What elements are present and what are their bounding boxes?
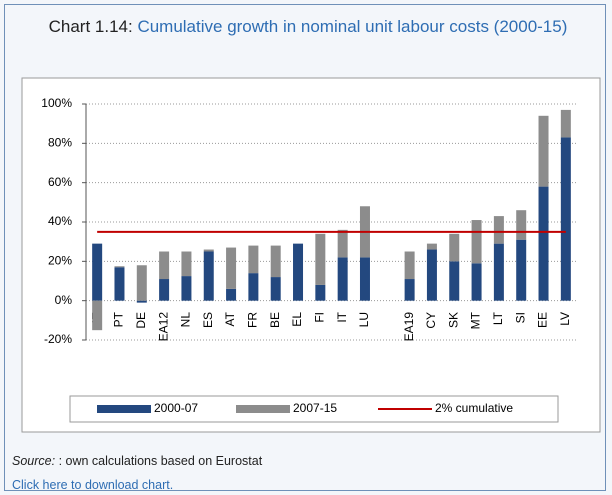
bar xyxy=(270,277,281,301)
source-label: Source: xyxy=(12,454,56,468)
x-tick-label: EL xyxy=(290,312,304,327)
bar xyxy=(538,115,549,187)
bar xyxy=(136,300,147,303)
x-tick-label: EA19 xyxy=(402,312,416,342)
bar xyxy=(359,257,370,301)
bar xyxy=(538,186,549,301)
bar xyxy=(248,245,259,274)
bar xyxy=(181,251,192,277)
bar xyxy=(449,261,460,301)
x-tick-label: CY xyxy=(424,312,438,329)
bar xyxy=(516,239,527,301)
chart-box xyxy=(21,77,601,433)
x-tick-label: AT xyxy=(223,311,237,326)
x-tick-label: EA12 xyxy=(156,312,170,342)
x-tick-label: FI xyxy=(313,312,327,323)
frame xyxy=(4,4,606,491)
bar xyxy=(159,279,170,301)
bar xyxy=(493,216,504,244)
bar xyxy=(337,257,348,301)
x-tick-label: DE xyxy=(134,312,148,329)
y-tick-label: 0% xyxy=(55,293,73,307)
bar xyxy=(315,233,326,285)
y-tick-label: 80% xyxy=(48,136,72,150)
bar xyxy=(159,251,170,280)
source: Source: : own calculations based on Euro… xyxy=(12,454,262,468)
x-tick-label: ES xyxy=(201,312,215,328)
x-tick-label: EE xyxy=(536,312,550,328)
y-tick-label: 100% xyxy=(41,96,72,110)
x-tick-label: IT xyxy=(335,311,349,322)
x-tick-label: MT xyxy=(469,311,483,329)
x-tick-label: SK xyxy=(446,312,460,328)
bar xyxy=(404,251,415,280)
bar xyxy=(114,266,125,268)
x-tick-label: LT xyxy=(491,311,505,325)
chart-title: Chart 1.14: Cumulative growth in nominal… xyxy=(20,14,596,39)
bar xyxy=(181,276,192,301)
bar xyxy=(226,247,237,289)
source-text: : own calculations based on Eurostat xyxy=(58,454,263,468)
bar xyxy=(92,300,103,331)
bar xyxy=(426,243,437,250)
bar xyxy=(471,220,482,264)
bar xyxy=(203,249,214,252)
y-tick-label: 40% xyxy=(48,214,72,228)
bar xyxy=(92,243,103,301)
bar xyxy=(136,265,147,301)
y-tick-label: -20% xyxy=(44,332,72,346)
bar xyxy=(493,243,504,301)
y-tick-label: 60% xyxy=(48,175,72,189)
legend-label: 2% cumulative xyxy=(435,401,513,415)
chart-label: Chart 1.14: xyxy=(48,17,133,36)
bar xyxy=(248,273,259,301)
bar xyxy=(449,233,460,262)
bar xyxy=(114,267,125,301)
bar xyxy=(560,109,571,138)
title-text: Cumulative growth in nominal unit labour… xyxy=(137,17,568,36)
bar xyxy=(270,245,281,278)
legend-swatch xyxy=(236,405,290,413)
legend-box xyxy=(69,395,559,423)
bar xyxy=(560,137,571,301)
bar xyxy=(337,229,348,258)
x-tick-label: SI xyxy=(513,312,527,323)
x-tick-label: PT xyxy=(112,311,126,327)
legend-swatch xyxy=(97,405,151,413)
bar xyxy=(404,279,415,301)
legend-label: 2000-07 xyxy=(154,401,198,415)
bar xyxy=(203,251,214,301)
bar xyxy=(293,243,304,301)
bar xyxy=(516,210,527,240)
x-tick-label: FR xyxy=(246,312,260,328)
bar xyxy=(226,288,237,301)
y-tick-label: 20% xyxy=(48,254,72,268)
x-tick-label: LV xyxy=(558,312,572,326)
x-tick-label: NL xyxy=(179,312,193,328)
x-tick-label: LU xyxy=(357,312,371,327)
download-link[interactable]: Click here to download chart. xyxy=(12,478,174,492)
bar xyxy=(426,249,437,301)
x-tick-label: BE xyxy=(268,312,282,328)
bar xyxy=(471,263,482,301)
bar xyxy=(315,284,326,301)
legend-label: 2007-15 xyxy=(293,401,337,415)
